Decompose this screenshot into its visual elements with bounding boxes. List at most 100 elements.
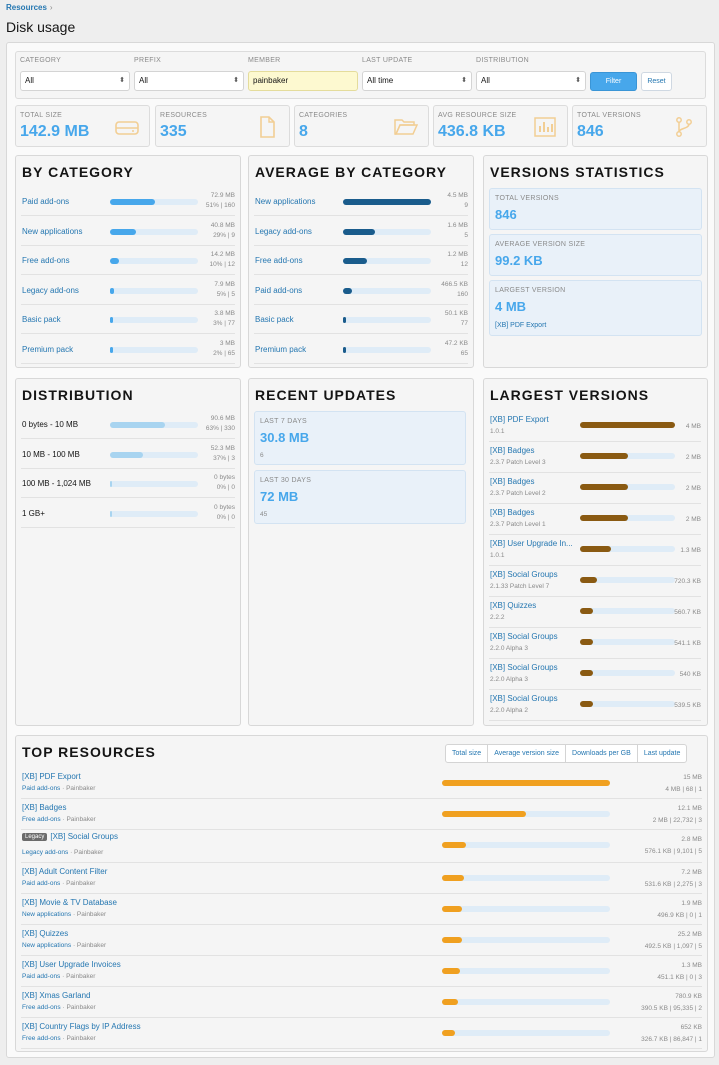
top-resource-name[interactable]: [XB] Badges [22,803,66,812]
distribution-row-size: 0 bytes [214,474,235,481]
tab-average-version-size[interactable]: Average version size [487,745,565,762]
top-resource-category[interactable]: Free add-ons · Painbaker [22,816,96,823]
by_category-row-name[interactable]: New applications [22,226,83,236]
largest-version-name[interactable]: [XB] Badges [490,508,535,517]
largest-version-name[interactable]: [XB] Badges [490,477,535,486]
top-resource-author[interactable]: Painbaker [76,911,107,918]
avg_by_category-row-name[interactable]: Paid add-ons [255,285,303,295]
avg_by_category-row-name[interactable]: Free add-ons [255,256,303,265]
distribution-row-meta: 37% | 3 [213,454,235,462]
top-resource-title[interactable]: [XB] Movie & TV Database [22,898,118,907]
top-resource-category[interactable]: Paid add-ons · Painbaker [22,880,95,887]
by_category-row-name[interactable]: Basic pack [22,315,61,324]
top-resource-category[interactable]: New applications · Painbaker [22,942,106,949]
top-resource-category-name[interactable]: Paid add-ons [22,785,61,792]
top-resource-category[interactable]: New applications · Painbaker [22,911,106,918]
member-input[interactable]: painbaker [248,71,358,91]
top-resource-category-name[interactable]: New applications [22,942,72,949]
top-resource-category-name[interactable]: Legacy add-ons [22,849,69,856]
last-update-select[interactable]: All time ⬍ [362,71,472,91]
avg_by_category-row-name[interactable]: New applications [255,197,316,206]
top-resource-category-name[interactable]: New applications [22,911,72,918]
top-resource-author[interactable]: Painbaker [66,1035,96,1042]
top-resource-title[interactable]: [XB] Badges [22,803,67,812]
top-resource-meta: 496.9 KB | 0 | 1 [657,912,702,919]
distribution-select[interactable]: All ⬍ [476,71,586,91]
avg_by_category-bar-fill [343,346,346,353]
top-resource-author[interactable]: Painbaker [66,816,96,823]
avg_by_category-row-meta: 77 [460,320,468,327]
by_category-row-name[interactable]: Legacy add-ons [22,285,79,295]
largest-version-number: 2.2.0 Alpha 3 [490,645,528,652]
avg_by_category-row-name[interactable]: Basic pack [255,315,294,324]
largest-version-name[interactable]: [XB] Social Groups [490,694,558,703]
top-resource-category-name[interactable]: Free add-ons [22,1004,61,1011]
top-resource-size: 652 KB [680,1024,702,1031]
top-resource-title[interactable]: [XB] PDF Export [22,772,81,781]
top-resource-bar-fill [442,968,461,974]
top-resource-author[interactable]: Painbaker [66,880,96,887]
top-resource-name[interactable]: Legacy [XB] Social Groups [22,832,118,841]
largest-version-name[interactable]: [XB] Social Groups [490,570,558,579]
largest-version-number: 2.2.2 [490,614,505,621]
filter-distribution-label: DISTRIBUTION [476,57,529,64]
avg_by_category-row-name[interactable]: Premium pack [255,344,307,354]
filter-button[interactable]: Filter [590,72,637,91]
top-resource-name[interactable]: [XB] Country Flags by IP Address [22,1022,141,1031]
largest-version-name[interactable]: [XB] Social Groups [490,663,558,672]
top-resource-category[interactable]: Legacy add-ons · Painbaker [22,849,103,856]
breadcrumb[interactable]: Resources › [6,3,53,12]
avg_by_category-bar-track [343,287,431,294]
top-resource-author[interactable]: Painbaker [76,942,107,949]
top-resource-title[interactable]: [XB] Xmas Garland [22,991,91,1000]
avg_by_category-row-name[interactable]: Legacy add-ons [255,226,312,236]
tab-total-size[interactable]: Total size [452,750,482,757]
top-resource-meta: 4 MB | 68 | 1 [665,786,702,793]
tab-last-update[interactable]: Last update [636,745,687,762]
largest-version-link[interactable]: [XB] PDF Export [495,322,547,329]
distribution-row: 10 MB - 100 MB 52.3 MB 37% | 3 [21,441,235,469]
last-30-days-value: 72 MB [260,489,299,504]
largest-version-name[interactable]: [XB] User Upgrade In... [490,539,573,548]
top-resource-category[interactable]: Paid add-ons · Painbaker [22,785,95,792]
top-resource-author[interactable]: Painbaker [66,785,96,792]
top-resource-author[interactable]: Painbaker [74,849,104,856]
prefix-select[interactable]: All ⬍ [134,71,244,91]
top-resource-category-name[interactable]: Paid add-ons [22,880,61,887]
top-resource-name[interactable]: [XB] Adult Content Filter [22,867,107,876]
top-resource-name[interactable]: [XB] User Upgrade Invoices [22,960,121,969]
top-resource-size: 780.9 KB [675,993,702,1000]
largest-version-name[interactable]: [XB] PDF Export [490,415,549,424]
by_category-row: New applications 40.8 MB 29% | 9 [21,218,235,246]
top-resource-category[interactable]: Free add-ons · Painbaker [22,1035,96,1042]
largest-version-name[interactable]: [XB] Quizzes [490,601,537,610]
top-resource-category-name[interactable]: Free add-ons [22,1035,61,1042]
top-resource-name[interactable]: [XB] PDF Export [22,772,81,781]
top-resource-author[interactable]: Painbaker [66,973,96,980]
top-resource-title[interactable]: [XB] Quizzes [22,929,69,938]
by_category-row-name[interactable]: Free add-ons [22,256,70,265]
by_category-row-name[interactable]: Paid add-ons [22,197,70,206]
reset-button[interactable]: Reset [641,72,672,91]
top-resource-category-name[interactable]: Free add-ons [22,816,61,823]
top-resource-category-name[interactable]: Paid add-ons [22,973,61,980]
member-input-value: painbaker [253,76,289,85]
avg_by_category-row-size: 1.2 MB [447,251,468,258]
top-resource-title[interactable]: [XB] Social Groups [50,832,118,841]
top-resource-title[interactable]: [XB] Country Flags by IP Address [22,1022,141,1031]
largest-version-name[interactable]: [XB] Badges [490,446,535,455]
top-resource-title[interactable]: [XB] Adult Content Filter [22,867,108,876]
top-resource-category[interactable]: Free add-ons · Painbaker [22,1004,96,1011]
top-resource-author[interactable]: Painbaker [66,1004,96,1011]
avg_by_category-row: New applications 4.5 MB 9 [254,188,468,216]
top-resource-name[interactable]: [XB] Xmas Garland [22,991,90,1000]
by_category-row-name[interactable]: Premium pack [22,344,74,354]
top-resource-category[interactable]: Paid add-ons · Painbaker [22,973,95,980]
largest-version-name[interactable]: [XB] Social Groups [490,632,558,641]
breadcrumb-resources[interactable]: Resources [6,3,47,12]
tab-downloads-per-gb[interactable]: Downloads per GB [565,745,637,762]
top-resource-name[interactable]: [XB] Quizzes [22,929,68,938]
category-select[interactable]: All ⬍ [20,71,130,91]
top-resource-name[interactable]: [XB] Movie & TV Database [22,898,117,907]
top-resource-title[interactable]: [XB] User Upgrade Invoices [22,960,121,969]
